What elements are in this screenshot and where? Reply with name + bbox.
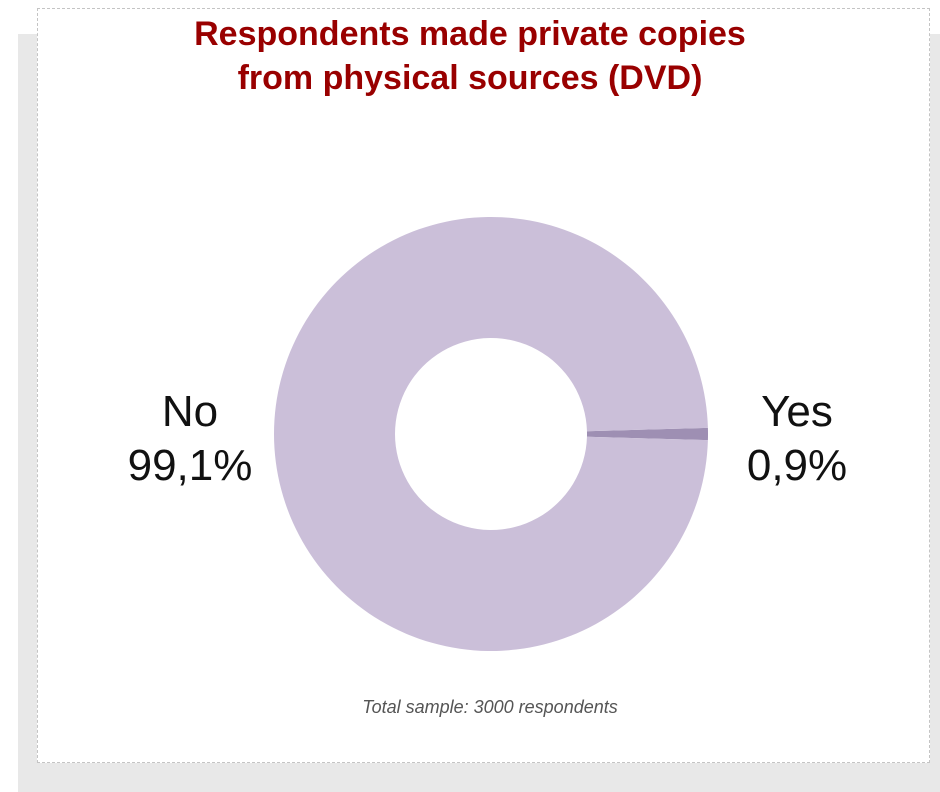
- slice-label-yes: Yes: [761, 387, 833, 436]
- sample-note: Total sample: 3000 respondents: [362, 697, 618, 717]
- slice-label-no: No: [162, 387, 218, 436]
- slice-labels: No 99,1% Yes 0,9%: [128, 387, 848, 490]
- slice-no: [274, 216, 708, 651]
- slice-value-yes: 0,9%: [747, 441, 847, 490]
- chart-title: Respondents made private copies from phy…: [194, 15, 746, 97]
- donut-slices: [274, 216, 709, 651]
- slice-yes: [586, 427, 709, 441]
- slice-value-no: 99,1%: [128, 441, 253, 490]
